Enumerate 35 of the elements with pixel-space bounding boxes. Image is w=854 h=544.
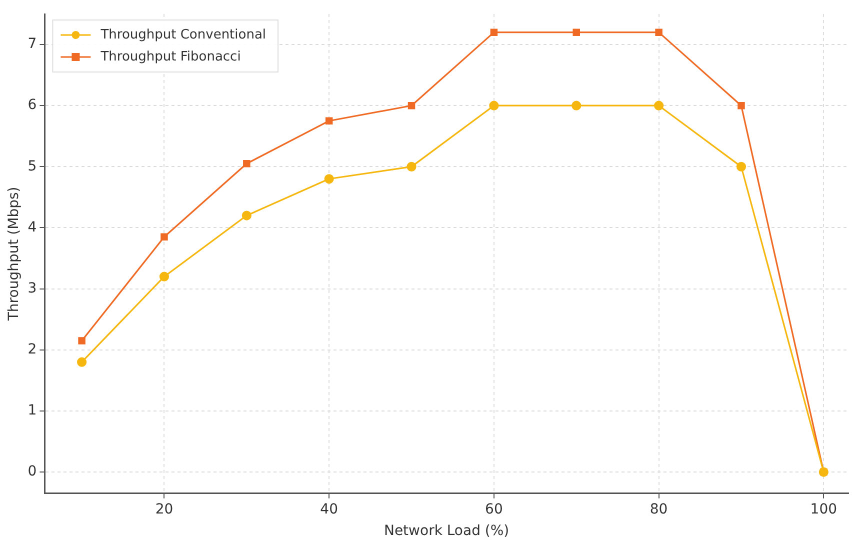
y-tick-label: 7	[28, 36, 37, 52]
point	[324, 174, 334, 184]
point	[408, 102, 416, 110]
x-tick-label: 60	[485, 501, 503, 518]
point	[406, 162, 416, 172]
point	[77, 357, 87, 367]
point	[242, 210, 252, 220]
point	[489, 100, 499, 110]
point	[738, 102, 745, 110]
y-tick-label: 3	[28, 280, 37, 296]
point	[572, 28, 580, 36]
point	[243, 160, 250, 168]
y-tick-label: 5	[28, 158, 37, 174]
point	[572, 100, 582, 110]
x-tick-label: 100	[810, 501, 838, 518]
legend-label: Throughput Fibonacci	[100, 49, 241, 64]
y-tick-label: 0	[28, 464, 37, 480]
y-tick-label: 1	[28, 402, 37, 419]
x-tick-label: 20	[155, 501, 174, 518]
legend-label: Throughput Conventional	[100, 27, 266, 42]
x-tick-label: 80	[650, 501, 668, 518]
y-tick-label: 6	[28, 97, 37, 114]
y-tick-label: 4	[28, 219, 37, 236]
point	[159, 272, 170, 282]
y-axis-title: Throughput (Mbps)	[6, 186, 22, 322]
point	[490, 28, 498, 36]
x-tick-label: 40	[320, 501, 338, 518]
point	[654, 100, 664, 110]
point	[655, 28, 662, 36]
point	[736, 162, 746, 172]
point	[325, 117, 333, 124]
point	[160, 233, 168, 241]
point	[78, 337, 86, 344]
y-tick-label: 2	[28, 342, 37, 358]
x-axis-title: Network Load (%)	[384, 523, 510, 540]
